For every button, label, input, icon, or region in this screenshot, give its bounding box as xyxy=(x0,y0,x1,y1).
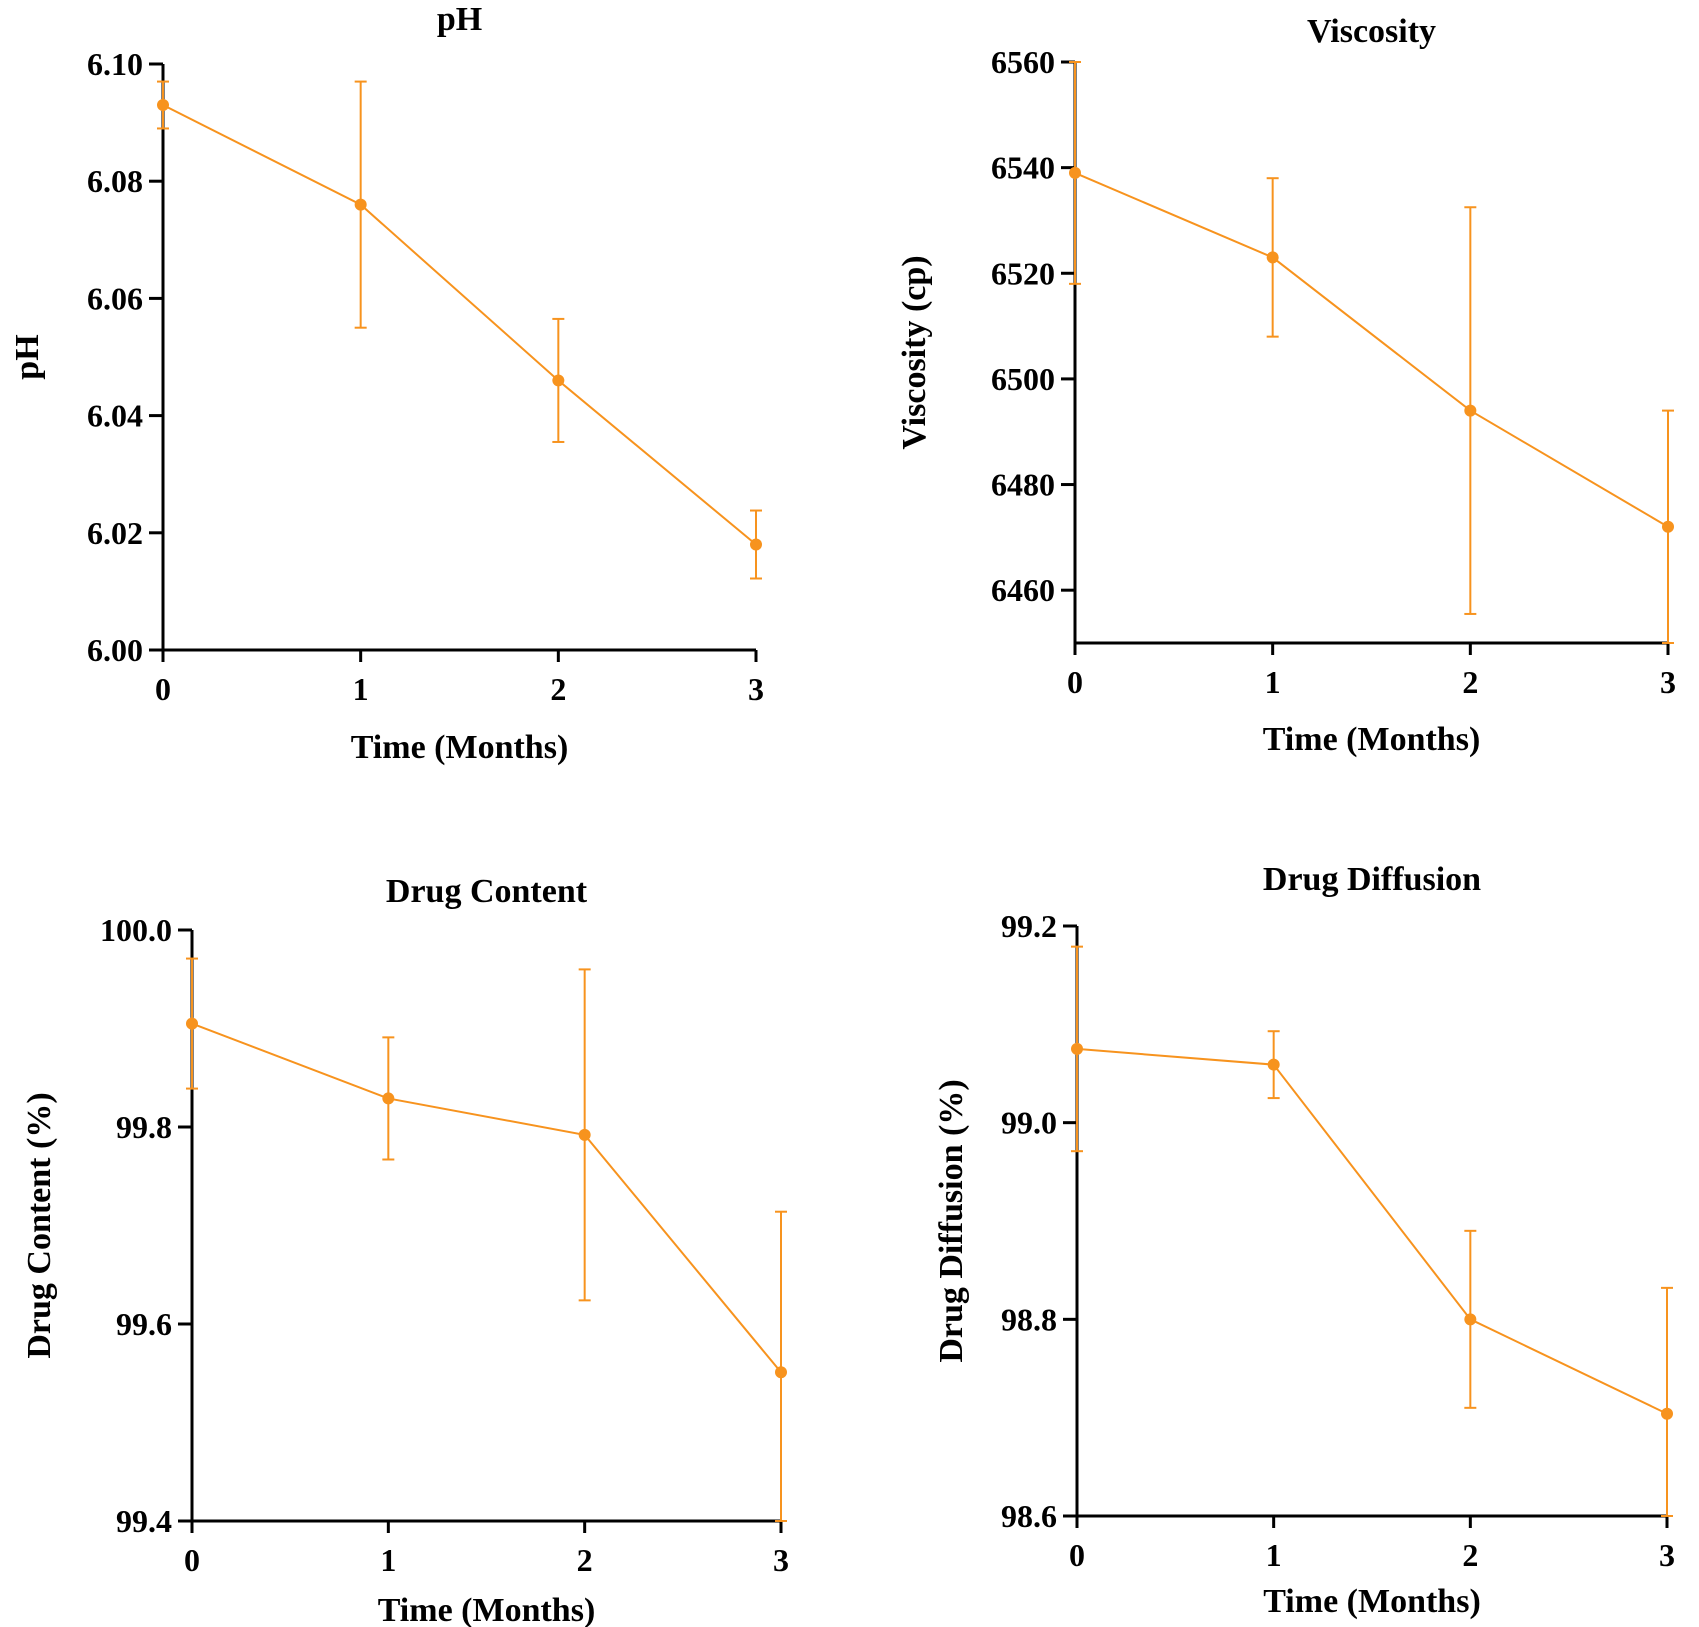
y-tick-label: 98.6 xyxy=(1001,1498,1057,1534)
chart-panel-1: pH 6.00 6.02 6.04 6.06 6.08 6.10 0 1 2 3 Time (Mont… xyxy=(9,1,764,766)
y-tick-label: 6500 xyxy=(991,361,1055,397)
y-axis-label: pH xyxy=(9,334,46,379)
data-point xyxy=(1069,166,1081,179)
x-tick-label: 0 xyxy=(184,1542,200,1578)
y-tick-label: 99.0 xyxy=(1001,1105,1057,1141)
y-tick-label: 6.10 xyxy=(87,46,143,82)
x-tick-label: 2 xyxy=(1462,1537,1478,1573)
y-tick-label: 99.4 xyxy=(116,1503,172,1539)
y-tick-label: 6.08 xyxy=(87,163,143,199)
x-tick-label: 2 xyxy=(577,1542,593,1578)
y-tick-label: 6520 xyxy=(991,255,1055,291)
x-tick-label: 2 xyxy=(550,671,566,707)
y-tick-label: 99.8 xyxy=(116,1109,172,1145)
data-point xyxy=(1267,1058,1280,1071)
chart-title: Viscosity xyxy=(1307,13,1436,50)
x-tick-label: 1 xyxy=(1266,1537,1282,1573)
y-tick-label: 99.6 xyxy=(116,1306,172,1342)
y-tick-label: 100.0 xyxy=(100,912,172,948)
y-axis-label: Drug Content (%) xyxy=(21,1092,58,1358)
chart-title: Drug Content xyxy=(386,873,588,910)
data-point xyxy=(578,1128,591,1141)
series-line xyxy=(1074,171,1669,528)
data-point xyxy=(1464,1313,1477,1326)
chart-panel-4: Drug Diffusion 98.6 98.8 99.0 99.2 0 1 2 3 Time (… xyxy=(933,861,1675,1620)
x-tick-label: 1 xyxy=(1265,664,1281,700)
x-tick-label: 2 xyxy=(1462,664,1478,700)
chart-panel-2: Viscosity 6460 6480 6500 6520 6540 6560 0 1 2 3 Tim… xyxy=(896,13,1676,758)
data-point xyxy=(1266,251,1279,264)
y-tick-label: 6540 xyxy=(991,150,1055,186)
x-axis-label: Time (Months) xyxy=(1263,1583,1481,1620)
x-tick-label: 1 xyxy=(380,1542,396,1578)
x-axis-label: Time (Months) xyxy=(351,729,569,766)
data-point xyxy=(1662,520,1674,533)
y-tick-label: 6480 xyxy=(991,467,1055,503)
x-tick-label: 0 xyxy=(1069,1537,1085,1573)
x-tick-label: 3 xyxy=(1659,1537,1675,1573)
y-tick-label: 99.2 xyxy=(1001,908,1057,944)
data-point xyxy=(750,538,762,551)
y-tick-label: 6.02 xyxy=(87,515,143,551)
chart-title: Drug Diffusion xyxy=(1263,861,1481,898)
y-tick-label: 6560 xyxy=(991,44,1055,80)
data-point xyxy=(354,198,367,211)
data-point xyxy=(1464,404,1477,417)
y-tick-label: 6.00 xyxy=(87,632,143,668)
x-axis-label: Time (Months) xyxy=(378,1592,596,1627)
data-point xyxy=(157,99,169,112)
y-tick-label: 6.06 xyxy=(87,280,143,316)
y-axis-label: Viscosity (cp) xyxy=(896,255,933,449)
x-tick-label: 3 xyxy=(748,671,764,707)
x-tick-label: 1 xyxy=(353,671,369,707)
data-point xyxy=(775,1366,787,1379)
y-tick-label: 98.8 xyxy=(1001,1301,1057,1337)
data-point xyxy=(552,374,565,387)
series-line xyxy=(191,1022,782,1373)
x-tick-label: 3 xyxy=(773,1542,789,1578)
x-tick-label: 0 xyxy=(155,671,171,707)
chart-title: pH xyxy=(437,1,482,38)
y-axis-label: Drug Diffusion (%) xyxy=(933,1079,970,1362)
series-line xyxy=(1076,1047,1668,1415)
x-tick-label: 3 xyxy=(1660,664,1676,700)
x-axis-label: Time (Months) xyxy=(1263,721,1481,758)
data-point xyxy=(1071,1042,1083,1055)
chart-panel-3: Drug Content 99.4 99.6 99.8 100.0 0 1 2 3 Time (M… xyxy=(21,873,789,1627)
data-point xyxy=(382,1092,395,1105)
data-point xyxy=(1661,1407,1673,1420)
x-tick-label: 0 xyxy=(1067,664,1083,700)
data-point xyxy=(186,1017,198,1030)
y-tick-label: 6.04 xyxy=(87,398,143,434)
series-line xyxy=(162,104,757,546)
y-tick-label: 6460 xyxy=(991,572,1055,608)
